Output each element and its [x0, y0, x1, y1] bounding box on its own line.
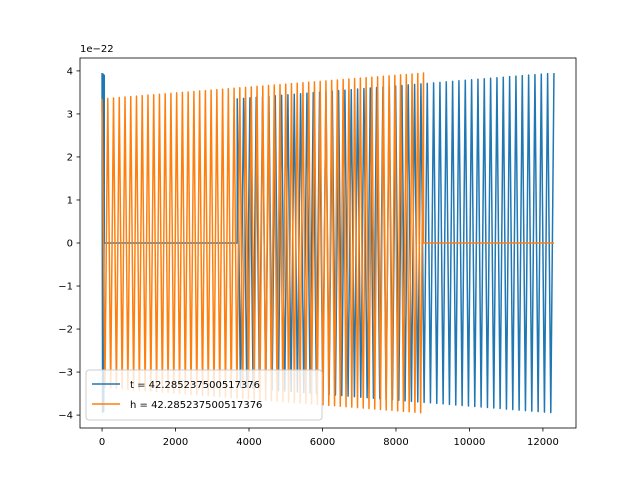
y-tick-label: 4: [67, 66, 73, 77]
x-tick-label: 4000: [236, 437, 261, 448]
y-tick-label: −3: [58, 368, 73, 379]
x-tick-label: 0: [99, 437, 105, 448]
y-tick-label: −4: [58, 411, 73, 422]
legend: t = 42.285237500517376 h = 42.28523750051…: [85, 369, 323, 421]
legend-label-1: t = 42.285237500517376: [130, 380, 260, 391]
axes-layer: 0 2000 4000 6000 8000 10000 12000 −4 −3 −2 −1 0 1 2 3 4: [58, 57, 577, 448]
x-tick-label: 2000: [163, 437, 188, 448]
y-tick-label: −1: [58, 282, 73, 293]
y-tick-label: 0: [67, 239, 73, 250]
x-tick-label: 12000: [527, 437, 559, 448]
x-tick-label: 10000: [454, 437, 486, 448]
legend-label-2: h = 42.285237500517376: [130, 400, 262, 411]
y-offset-label: 1e−22: [80, 44, 114, 55]
x-tick-label: 8000: [383, 437, 408, 448]
y-tick-label: 2: [67, 152, 73, 163]
y-tick-label: −2: [58, 325, 73, 336]
y-tick-label: 3: [67, 109, 73, 120]
legend-box: [85, 369, 323, 421]
y-tick-label: 1: [67, 195, 73, 206]
x-tick-label: 6000: [310, 437, 335, 448]
